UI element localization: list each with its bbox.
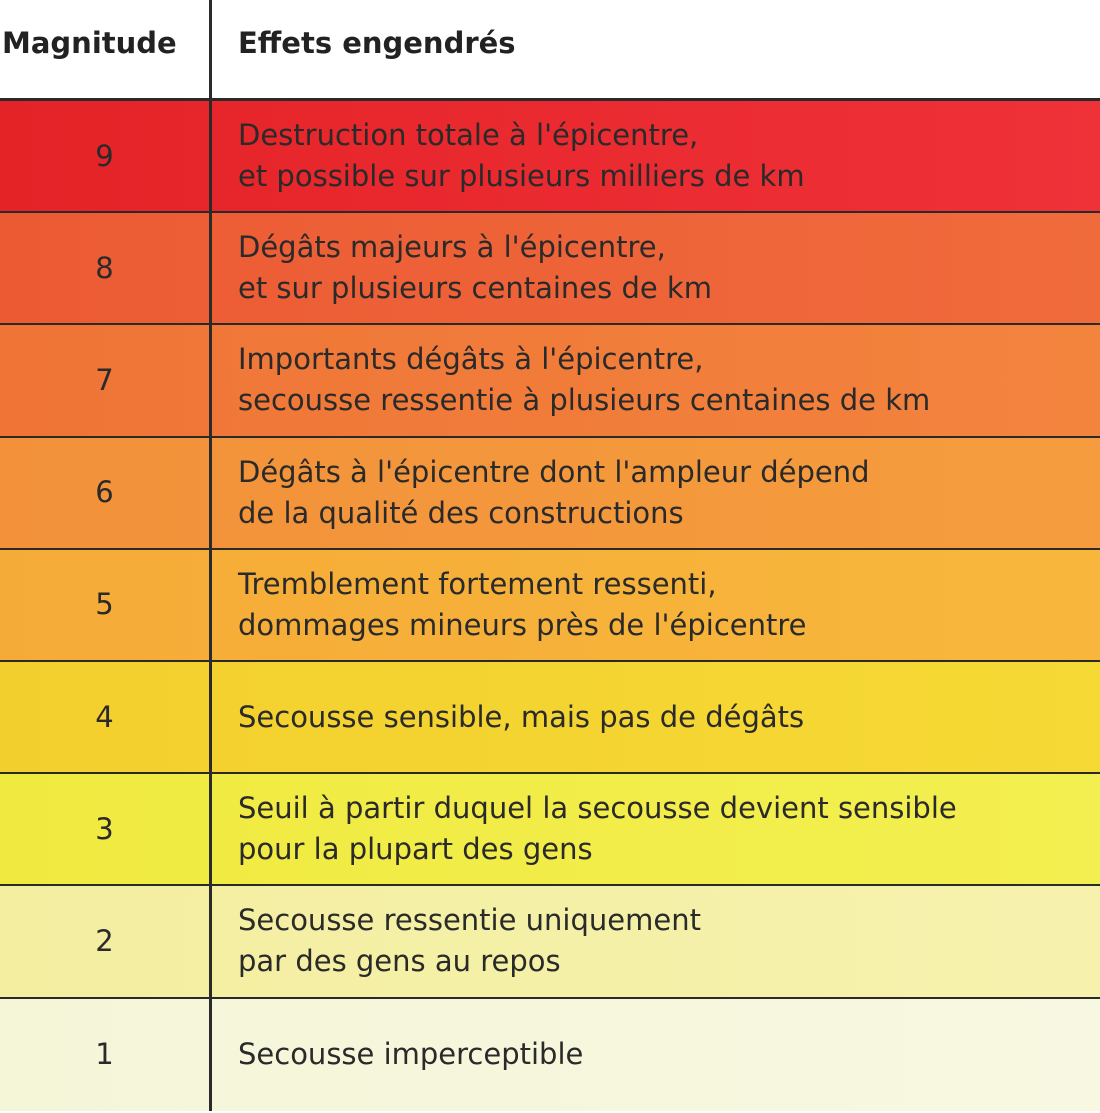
effect-line: Secousse ressentie uniquement	[238, 903, 701, 938]
magnitude-cell: 5	[0, 549, 212, 660]
effect-line: Dégâts à l'épicentre dont l'ampleur dépe…	[238, 454, 870, 489]
header-cell: Magnitude	[0, 0, 212, 98]
effects-cell: Seuil à partir duquel la secousse devien…	[212, 774, 1100, 884]
effect-line: Dégâts majeurs à l'épicentre,	[238, 230, 666, 265]
effect-line: Tremblement fortement ressenti,	[238, 566, 717, 601]
header-cell: Effets engendrés	[238, 26, 516, 60]
table-row: 8 Dégâts majeurs à l'épicentre, et sur plu…	[0, 213, 1100, 326]
effects-cell: Dégâts à l'épicentre dont l'ampleur dépe…	[212, 438, 1100, 548]
effects-cell: Secousse sensible, mais pas de dégâts	[212, 662, 1100, 772]
effects-cell: Dégâts majeurs à l'épicentre, et sur plus…	[212, 213, 1100, 323]
table-row: 5 Tremblement fortement ressenti, dommages…	[0, 549, 1100, 662]
effect-line: pour la plupart des gens	[238, 832, 593, 867]
effect-line: Destruction totale à l'épicentre,	[238, 118, 699, 153]
effect-line: par des gens au repos	[238, 944, 561, 979]
table-row: 6 Dégâts à l'épicentre dont l'ampleur dép…	[0, 437, 1100, 550]
table-row: 4 Secousse sensible, mais pas de dégâts	[0, 661, 1100, 775]
magnitude-cell: 9	[0, 101, 212, 212]
table-row: 7 Importants dégâts à l'épicentre, secouss…	[0, 325, 1100, 438]
effect-line: Importants dégâts à l'épicentre,	[238, 342, 704, 377]
magnitude-cell: 6	[0, 437, 212, 548]
table-row: 3 Seuil à partir duquel la secousse devie…	[0, 774, 1100, 887]
magnitude-cell: 2	[0, 886, 212, 997]
magnitude-cell: 3	[0, 774, 212, 885]
magnitude-cell: 1	[0, 998, 212, 1111]
table-row: 9 Destruction totale à l'épicentre, et pos…	[0, 101, 1100, 214]
effect-line: secousse ressentie à plusieurs centaines…	[238, 383, 931, 418]
effect-line: Seuil à partir duquel la secousse devien…	[238, 791, 957, 826]
magnitude-cell: 8	[0, 213, 212, 324]
magnitude-cell: 4	[0, 661, 212, 773]
magnitude-cell: 7	[0, 325, 212, 436]
effects-cell: Secousse ressentie uniquement par des gen…	[212, 886, 1100, 996]
effect-line: Secousse imperceptible	[238, 1037, 584, 1072]
table-row: 2 Secousse ressentie uniquement par des ge…	[0, 886, 1100, 999]
effects-cell: Importants dégâts à l'épicentre, secousse…	[212, 325, 1100, 435]
effects-cell: Secousse imperceptible	[212, 999, 1100, 1111]
effects-cell: Destruction totale à l'épicentre, et poss…	[212, 101, 1100, 211]
header-row: Magnitude Effets engendrés	[0, 0, 1100, 101]
effect-line: de la qualité des constructions	[238, 495, 684, 530]
effects-cell: Tremblement fortement ressenti, dommages …	[212, 550, 1100, 660]
effect-line: dommages mineurs près de l'épicentre	[238, 607, 807, 642]
table-row: 1 Secousse imperceptible	[0, 998, 1100, 1111]
effect-line: et sur plusieurs centaines de km	[238, 271, 712, 306]
effect-line: et possible sur plusieurs milliers de km	[238, 159, 805, 194]
effect-line: Secousse sensible, mais pas de dégâts	[238, 699, 805, 734]
